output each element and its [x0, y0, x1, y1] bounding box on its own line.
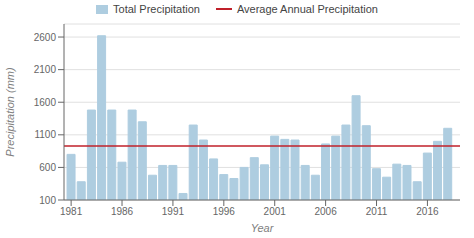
svg-text:600: 600: [39, 162, 56, 173]
svg-text:2006: 2006: [314, 206, 337, 217]
svg-text:Precipitation (mm): Precipitation (mm): [8, 67, 16, 157]
svg-text:1991: 1991: [162, 206, 185, 217]
svg-text:2600: 2600: [34, 32, 57, 43]
html-text:Total Precipitation: Total Precipitation: [113, 3, 200, 15]
svg-text:1996: 1996: [213, 206, 236, 217]
svg-text:1100: 1100: [34, 129, 56, 140]
svg-text:2011: 2011: [366, 206, 388, 217]
svg-text:Year: Year: [251, 222, 275, 234]
svg-text:100: 100: [39, 195, 56, 206]
svg-text:2001: 2001: [264, 206, 287, 217]
svg-text:1981: 1981: [60, 206, 83, 217]
svg-text:1600: 1600: [34, 97, 57, 108]
svg-text:1986: 1986: [111, 206, 134, 217]
svg-text:2100: 2100: [34, 64, 57, 75]
svg-text:2016: 2016: [416, 206, 439, 217]
html-text:Average Annual Precipitation: Average Annual Precipitation: [236, 3, 378, 15]
